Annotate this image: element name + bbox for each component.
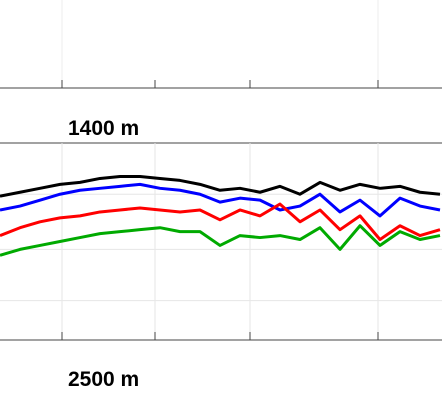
panel-label: 1400 m [68,117,139,140]
series-line [0,174,441,198]
series-line [0,182,441,218]
series-line [0,202,441,242]
panel-label: 2500 m [68,368,139,391]
series-line [0,224,441,257]
